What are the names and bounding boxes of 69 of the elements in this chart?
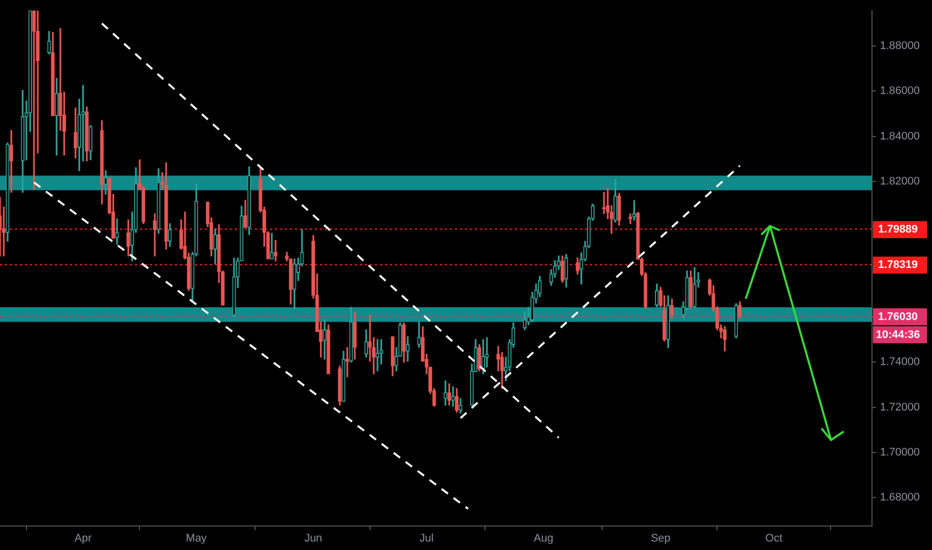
candlestick [9, 130, 14, 193]
candlestick [564, 254, 568, 288]
ref-line-label: 1.76030 [878, 310, 918, 323]
candlestick [617, 192, 621, 226]
y-tick-label: 1.74000 [880, 356, 920, 368]
x-tick-label: Jul [420, 532, 434, 545]
candlestick [274, 240, 278, 262]
candlestick [417, 322, 421, 348]
x-tick-label: Jun [304, 532, 322, 545]
candlestick [84, 106, 89, 162]
candlestick [602, 192, 606, 214]
candlestick [342, 350, 346, 402]
text: 10:44:36 [876, 328, 920, 341]
candlestick [6, 142, 10, 242]
candlestick [632, 200, 636, 221]
candlestick [51, 32, 55, 116]
candlestick [322, 320, 326, 360]
candlestick [454, 388, 459, 413]
y-tick-label: 1.88000 [880, 40, 920, 52]
candlestick [655, 284, 659, 308]
candlestick [104, 170, 108, 195]
candlestick [576, 257, 580, 274]
candlestick [213, 228, 217, 264]
candlestick [560, 256, 564, 283]
y-tick-label: 1.84000 [880, 130, 920, 142]
candlestick [338, 366, 342, 406]
candlestick [164, 162, 168, 250]
candlestick [100, 120, 104, 204]
y-tick-label: 1.72000 [880, 401, 920, 414]
x-tick-label: Oct [765, 532, 782, 545]
candlestick [688, 270, 693, 309]
candlestick [390, 336, 394, 376]
candlestick [666, 295, 670, 348]
candlestick [292, 258, 296, 310]
candlestick [670, 298, 674, 319]
candlestick [326, 324, 330, 374]
candlestick [270, 233, 274, 260]
ref-line-label: 1.78319 [878, 259, 918, 272]
candlestick [349, 306, 353, 362]
candlestick [364, 329, 368, 358]
candlestick [376, 339, 380, 372]
candlestick [451, 386, 455, 407]
candlestick [692, 267, 696, 309]
candlestick [232, 258, 236, 318]
candlestick [353, 312, 357, 360]
candlestick [613, 179, 618, 222]
candlestick [88, 125, 92, 160]
y-tick-label: 1.86000 [880, 85, 920, 98]
candlestick [32, 10, 36, 190]
candlestick [722, 326, 727, 352]
candlestick [152, 213, 157, 256]
candlestick [47, 31, 51, 54]
candlestick [444, 380, 448, 406]
candlestick [156, 168, 160, 234]
candlestick [447, 383, 452, 406]
ref-line-label: 1.79889 [878, 224, 918, 236]
x-tick-label: Apr [74, 532, 92, 545]
y-tick-label: 1.70000 [880, 446, 920, 458]
candlestick [406, 336, 410, 362]
x-tick-label: Sep [650, 532, 670, 545]
candlestick [458, 398, 462, 414]
x-tick-label: Aug [534, 532, 554, 545]
candlestick [20, 90, 24, 193]
x-tick-label: May [186, 532, 208, 545]
y-tick-label: 1.68000 [880, 492, 920, 504]
y-tick-label: 1.82000 [880, 176, 920, 188]
candlestick [115, 218, 119, 245]
candlestick [402, 322, 406, 362]
candlestick [247, 166, 251, 235]
